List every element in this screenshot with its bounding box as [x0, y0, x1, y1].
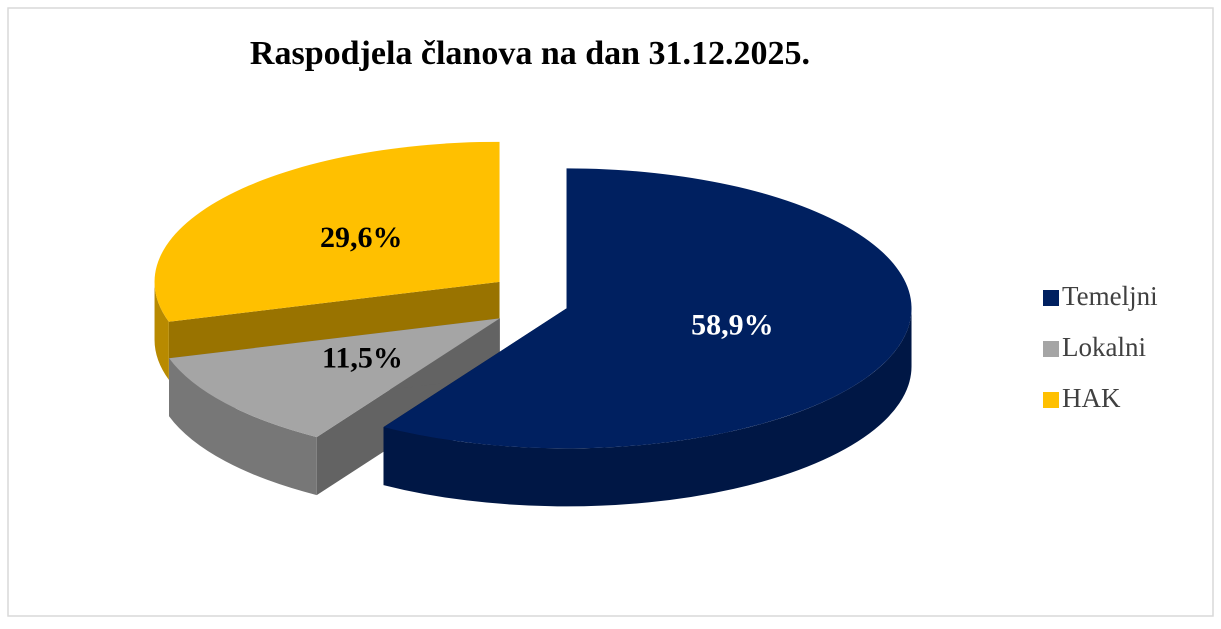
legend-swatch: [1043, 392, 1059, 408]
legend-swatch: [1043, 290, 1059, 306]
legend-label: Temeljni: [1062, 281, 1158, 311]
data-label: 58,9%: [691, 309, 774, 342]
legend-swatch: [1043, 341, 1059, 357]
data-label: 29,6%: [320, 221, 403, 254]
chart-title: Raspodjela članova na dan 31.12.2025.: [250, 35, 810, 72]
pie-slice: [154, 141, 500, 322]
pie-tops: [154, 141, 912, 449]
pie-slice: [383, 168, 912, 449]
data-label: 11,5%: [322, 342, 403, 375]
legend-label: Lokalni: [1062, 332, 1146, 362]
pie-slice: [169, 318, 500, 438]
slice-wall: [169, 358, 317, 496]
slice-wall: [383, 308, 912, 507]
legend-label: HAK: [1062, 383, 1121, 413]
slice-wall: [154, 281, 169, 380]
